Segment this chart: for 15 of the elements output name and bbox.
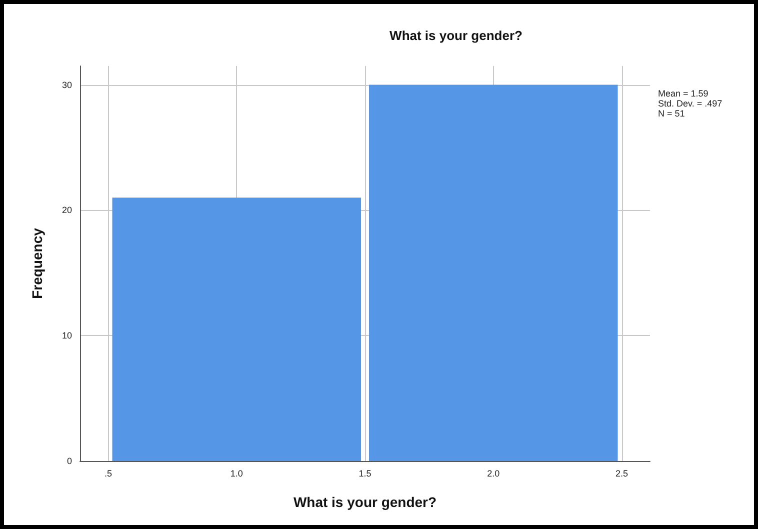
text: Std. Dev. = .497 bbox=[658, 98, 722, 108]
y-tick-label: 30 bbox=[62, 80, 72, 90]
y-tick-label: 20 bbox=[62, 205, 72, 216]
y-tick-label: 0 bbox=[66, 456, 72, 466]
y-axis-title: Frequency bbox=[29, 228, 45, 299]
x-tick-label: 1.5 bbox=[358, 468, 372, 478]
x-tick-label: .5 bbox=[104, 468, 112, 478]
x-tick-label: 2.0 bbox=[487, 468, 500, 478]
chart-title: What is your gender? bbox=[390, 28, 523, 43]
x-axis-title: What is your gender? bbox=[293, 494, 437, 510]
y-tick-label: 10 bbox=[62, 330, 72, 341]
x-tick-label: 2.5 bbox=[616, 468, 628, 478]
text: N = 51 bbox=[658, 108, 685, 118]
text: Mean = 1.59 bbox=[658, 88, 708, 98]
x-tick-label: 1.0 bbox=[230, 468, 243, 478]
